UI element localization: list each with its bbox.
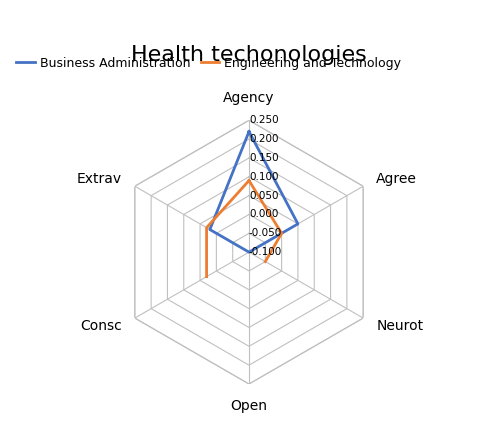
Text: 0.000: 0.000 bbox=[249, 210, 278, 219]
Text: Neurot: Neurot bbox=[376, 319, 424, 333]
Text: Extrav: Extrav bbox=[76, 172, 122, 186]
Business Administration bbox=[246, 250, 252, 255]
Text: Consc: Consc bbox=[80, 319, 122, 333]
Text: -0.100: -0.100 bbox=[249, 247, 282, 257]
Text: 0.100: 0.100 bbox=[249, 172, 278, 182]
Engineering and Technology bbox=[246, 178, 252, 183]
Business Administration bbox=[207, 227, 213, 232]
Business Administration bbox=[246, 129, 252, 134]
Text: Agency: Agency bbox=[223, 91, 275, 105]
Text: 0.050: 0.050 bbox=[249, 191, 278, 200]
Text: 0.200: 0.200 bbox=[249, 134, 278, 144]
Engineering and Technology bbox=[204, 225, 210, 230]
Text: Open: Open bbox=[230, 399, 268, 413]
Engineering and Technology bbox=[246, 178, 252, 183]
Business Administration bbox=[246, 129, 252, 134]
Text: 0.250: 0.250 bbox=[249, 115, 278, 125]
Text: 0.150: 0.150 bbox=[249, 153, 278, 163]
Business Administration bbox=[246, 250, 252, 255]
Engineering and Technology bbox=[204, 274, 210, 279]
Business Administration bbox=[246, 250, 252, 255]
Engineering and Technology bbox=[262, 259, 268, 264]
Title: Health techonologies: Health techonologies bbox=[131, 45, 367, 65]
Legend: Business Administration, Engineering and Technology: Business Administration, Engineering and… bbox=[11, 51, 406, 75]
Text: -0.050: -0.050 bbox=[249, 228, 282, 238]
Business Administration bbox=[295, 221, 301, 226]
Line: Engineering and Technology: Engineering and Technology bbox=[206, 181, 282, 276]
Engineering and Technology bbox=[278, 231, 284, 236]
Text: Agree: Agree bbox=[376, 172, 417, 186]
Line: Business Administration: Business Administration bbox=[210, 132, 298, 252]
